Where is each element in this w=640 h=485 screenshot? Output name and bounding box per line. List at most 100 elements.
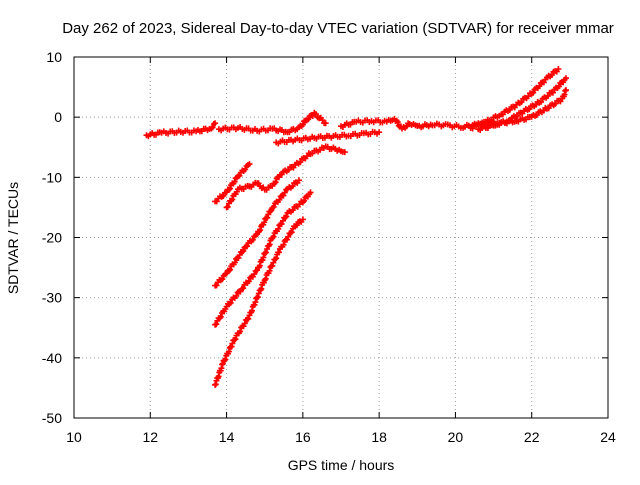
- data-point: [213, 282, 220, 289]
- x-tick-label: 16: [295, 429, 311, 445]
- data-point: [285, 233, 292, 240]
- data-point: [264, 214, 271, 221]
- data-point: [322, 120, 329, 127]
- data-point: [518, 99, 525, 106]
- data-point: [305, 116, 312, 123]
- data-point: [209, 124, 216, 131]
- data-point: [237, 328, 244, 335]
- data-point: [246, 161, 253, 168]
- data-point: [264, 246, 270, 252]
- x-tick-label: 18: [371, 429, 387, 445]
- chart-title: Day 262 of 2023, Sidereal Day-to-day VTE…: [62, 20, 614, 37]
- data-point: [536, 83, 543, 90]
- data-point: [288, 229, 295, 236]
- series-track-1: [143, 120, 219, 140]
- y-axis-label: SDTVAR / TECUs: [5, 182, 21, 294]
- series-track-12: [212, 189, 314, 328]
- data-point: [257, 227, 264, 234]
- x-tick-label: 20: [448, 429, 464, 445]
- data-point: [272, 179, 279, 186]
- data-point: [225, 186, 232, 193]
- data-point: [222, 356, 229, 363]
- data-point: [538, 98, 544, 105]
- data-point: [213, 321, 220, 328]
- series-track-10: [223, 182, 253, 211]
- data-point: [312, 111, 319, 118]
- series-track-7: [482, 87, 569, 131]
- data-point: [240, 285, 247, 292]
- data-point: [266, 267, 273, 274]
- data-point: [258, 285, 265, 292]
- data-point: [544, 93, 551, 100]
- data-point: [229, 340, 236, 347]
- data-point: [376, 129, 383, 136]
- data-point: [341, 149, 348, 156]
- data-point: [283, 213, 290, 220]
- series-track-5: [467, 66, 562, 132]
- data-point: [309, 113, 316, 119]
- series-track-3: [273, 128, 383, 147]
- data-point: [236, 172, 243, 179]
- data-point: [252, 299, 259, 306]
- data-point: [231, 178, 238, 185]
- data-point: [263, 249, 270, 256]
- data-point: [276, 196, 283, 203]
- series-track-2: [215, 109, 329, 136]
- data-marks: [143, 66, 569, 388]
- series-track-11: [212, 177, 302, 289]
- y-tick-label: -20: [42, 230, 62, 246]
- y-tick-label: 0: [54, 109, 62, 125]
- x-tick-label: 10: [66, 429, 82, 445]
- data-point: [270, 259, 277, 266]
- data-point: [297, 159, 304, 166]
- y-tick-label: -50: [42, 410, 62, 426]
- data-point: [278, 221, 285, 227]
- series-track-9: [246, 143, 348, 193]
- data-point: [269, 262, 276, 269]
- data-point: [548, 72, 555, 78]
- x-tick-label: 22: [524, 429, 540, 445]
- data-point: [219, 276, 226, 283]
- data-point: [232, 336, 239, 343]
- data-point: [272, 256, 279, 263]
- data-point: [563, 75, 569, 82]
- series-track-13: [212, 216, 306, 388]
- data-point: [403, 123, 410, 130]
- data-point: [289, 183, 296, 190]
- data-point: [242, 166, 249, 173]
- data-point: [227, 299, 234, 306]
- data-point: [299, 216, 306, 223]
- data-point: [254, 294, 261, 300]
- data-point: [231, 259, 238, 266]
- data-point: [293, 222, 300, 229]
- data-point: [530, 89, 537, 96]
- data-point: [245, 315, 252, 322]
- data-point: [296, 177, 302, 184]
- data-point: [246, 183, 253, 190]
- y-tick-label: -30: [42, 290, 62, 306]
- x-tick-label: 14: [219, 429, 235, 445]
- data-point: [307, 189, 314, 196]
- data-point: [220, 193, 227, 199]
- data-point: [270, 233, 277, 240]
- x-tick-label: 12: [142, 429, 158, 445]
- data-point: [255, 290, 262, 297]
- data-point: [233, 292, 240, 299]
- data-point: [229, 196, 236, 203]
- data-point: [227, 185, 233, 192]
- data-point: [276, 249, 282, 256]
- data-point: [289, 207, 296, 214]
- data-point: [301, 197, 308, 204]
- data-point: [224, 203, 231, 210]
- series-track-8: [212, 161, 253, 205]
- data-point: [212, 120, 219, 127]
- data-point: [260, 254, 267, 261]
- data-point: [279, 217, 286, 224]
- data-point: [261, 219, 268, 226]
- data-point: [226, 267, 232, 274]
- axis-ticks: 10 12 14 16 18 20 22 24 10 0 -10 -20 -30 -40 -50: [42, 49, 616, 445]
- y-tick-label: -10: [42, 169, 62, 185]
